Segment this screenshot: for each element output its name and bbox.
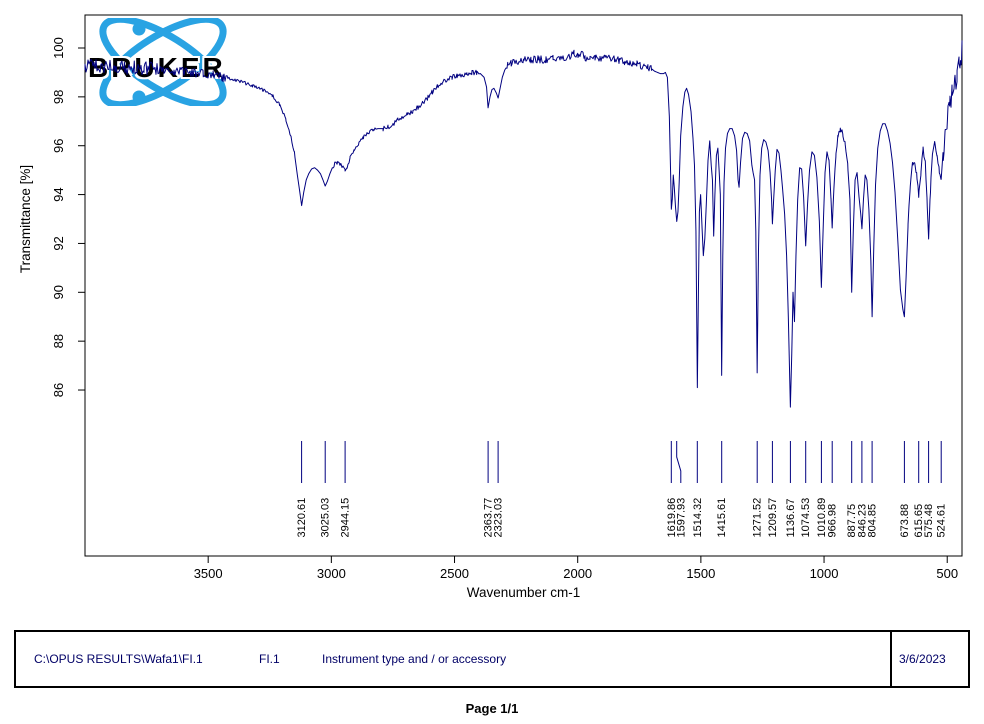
y-axis-tick-label: 88 <box>51 334 66 348</box>
peak-label-group: 3120.61 <box>296 498 308 538</box>
peak-label-group: 846.23 <box>856 504 868 538</box>
peak-label-group: 1271.52 <box>752 498 764 538</box>
peak-wavenumber-label: 3120.61 <box>296 498 308 538</box>
peak-label-group: 966.98 <box>827 504 839 538</box>
peak-wavenumber-label: 804.85 <box>867 504 879 538</box>
peak-wavenumber-label: 2944.15 <box>340 498 352 538</box>
y-axis-tick-label: 98 <box>51 90 66 104</box>
y-axis-tick-label: 86 <box>51 383 66 397</box>
peak-wavenumber-label: 846.23 <box>856 504 868 538</box>
peak-label-group: 1136.67 <box>785 499 797 538</box>
peak-label-group: 1619.86 <box>666 498 678 538</box>
peak-wavenumber-label: 524.61 <box>936 504 948 538</box>
spectrum-curve <box>84 40 963 408</box>
x-axis-tick-label: 3000 <box>317 566 346 581</box>
peak-wavenumber-label: 966.98 <box>827 504 839 538</box>
y-axis-tick-label: 94 <box>51 187 66 201</box>
plot-frame <box>84 14 963 557</box>
peak-wavenumber-label: 3025.03 <box>320 498 332 538</box>
peak-wavenumber-label: 1136.67 <box>785 499 797 538</box>
peak-wavenumber-label: 2363.77 <box>483 498 495 538</box>
peak-label-group: 524.61 <box>936 504 948 538</box>
x-axis-title: Wavenumber cm-1 <box>467 585 581 600</box>
peak-label-group: 2363.77 <box>483 498 495 538</box>
bruker-atom-icon <box>99 18 227 106</box>
page-number: Page 1/1 <box>465 701 519 716</box>
x-axis-tick-label: 2000 <box>563 566 592 581</box>
peak-label-group: 1010.89 <box>816 498 828 538</box>
peak-wavenumber-label: 1074.53 <box>800 498 812 538</box>
file-path: C:\OPUS RESULTS\Wafa1\FI.1 <box>34 652 203 666</box>
peak-wavenumber-label: 1010.89 <box>816 498 828 538</box>
peak-wavenumber-label: 1514.32 <box>692 498 704 538</box>
peak-wavenumber-label: 1619.86 <box>666 498 678 538</box>
peak-label-group: 673.88 <box>899 504 911 538</box>
x-axis-tick-label: 2500 <box>440 566 469 581</box>
peak-wavenumber-label: 575.48 <box>923 504 935 538</box>
peak-wavenumber-label: 1271.52 <box>752 498 764 538</box>
peak-wavenumber-label: 673.88 <box>899 504 911 538</box>
x-axis-tick-label: 1000 <box>810 566 839 581</box>
x-axis-tick-label: 500 <box>936 566 958 581</box>
peak-label-group: 2323.03 <box>493 498 505 538</box>
peak-wavenumber-label: 887.75 <box>846 504 858 538</box>
peak-label-group: 1597.93 <box>675 498 687 538</box>
peak-wavenumber-label: 1415.61 <box>716 498 728 538</box>
ir-spectrum-plot: 3500 3000 2500 2000 1500 1000 500 Wavenumber cm… <box>18 14 963 600</box>
footer-info-box: C:\OPUS RESULTS\Wafa1\FI.1 FI.1 Instrume… <box>14 630 970 688</box>
peak-wavenumber-label: 1597.93 <box>675 498 687 538</box>
peak-label-group: 1074.53 <box>800 498 812 538</box>
y-axis-tick-label: 90 <box>51 285 66 299</box>
peak-label-group: 3025.03 <box>320 498 332 538</box>
footer-date: 3/6/2023 <box>899 652 946 666</box>
peak-label-group: 2944.15 <box>340 498 352 538</box>
peak-wavenumber-label: 2323.03 <box>493 498 505 538</box>
peak-label-group: 804.85 <box>867 504 879 538</box>
peak-wavenumber-label: 1209.57 <box>767 498 779 538</box>
measurement-description: Instrument type and / or accessory <box>322 652 507 666</box>
sample-name: FI.1 <box>259 652 280 666</box>
peak-label-group: 615.65 <box>913 504 925 538</box>
y-axis-tick-label: 100 <box>51 37 66 59</box>
peak-label-group: 1514.32 <box>692 498 704 538</box>
peak-label-group: 1415.61 <box>716 498 728 538</box>
y-axis-tick-label: 96 <box>51 138 66 152</box>
peak-marker-line <box>676 441 682 483</box>
peak-wavenumber-label: 615.65 <box>913 504 925 538</box>
peak-label-group: 887.75 <box>846 504 858 538</box>
y-axis-title: Transmittance [%] <box>18 165 33 273</box>
y-axis-tick-label: 92 <box>51 236 66 250</box>
footer-date-cell: 3/6/2023 <box>890 632 968 686</box>
peak-label-group: 1209.57 <box>767 498 779 538</box>
peak-label-group: 575.48 <box>923 504 935 538</box>
x-axis-tick-label: 1500 <box>686 566 715 581</box>
x-axis-tick-label: 3500 <box>194 566 223 581</box>
